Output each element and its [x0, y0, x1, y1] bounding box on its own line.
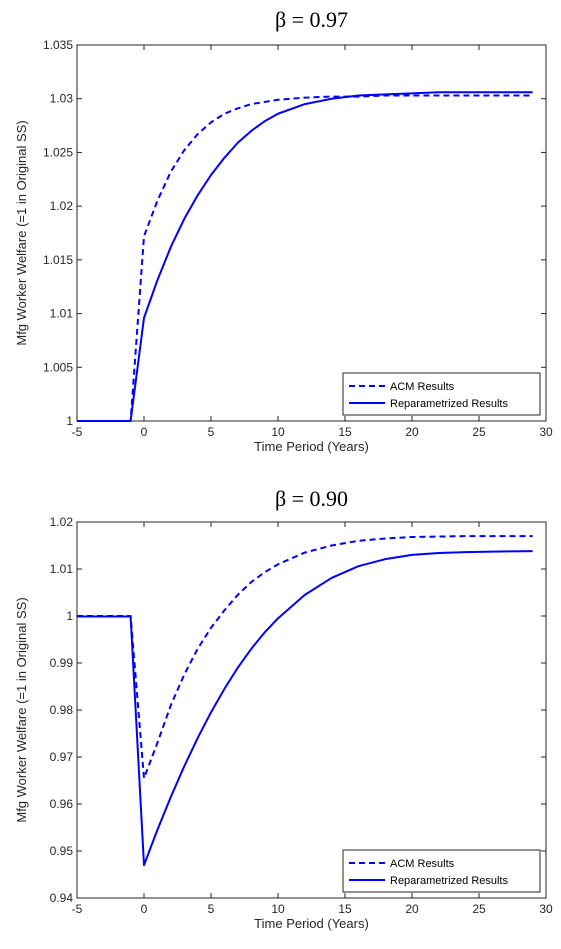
y-tick-label: 1.035 [43, 38, 73, 52]
x-axis-label: Time Period (Years) [254, 439, 369, 454]
y-axis-label: Mfg Worker Welfare (=1 in Original SS) [14, 597, 29, 822]
x-tick-label: 30 [539, 425, 553, 439]
x-tick-label: 15 [338, 425, 352, 439]
y-tick-label: 1.01 [50, 307, 74, 321]
chart-title: β = 0.90 [275, 486, 348, 511]
series-line-reparametrized [77, 91, 533, 422]
x-tick-label: -5 [72, 902, 83, 916]
x-tick-label: 30 [539, 902, 553, 916]
y-tick-label: 1.02 [50, 515, 74, 529]
legend-box [342, 372, 541, 416]
chart-2: β = 0.90 -5 0 5 10 15 20 25 30 0.94 0.95 0.96 0.97 0.… [14, 486, 553, 931]
x-tick-label: 5 [208, 902, 215, 916]
x-tick-label: -5 [72, 425, 83, 439]
legend-entry-label: Reparametrized Results [390, 398, 508, 410]
legend-entry-label: ACM Results [390, 858, 455, 870]
y-axis-label: Mfg Worker Welfare (=1 in Original SS) [14, 120, 29, 345]
y-tick-label: 0.96 [50, 797, 74, 811]
x-tick-label: 0 [141, 425, 148, 439]
y-tick-label: 1 [66, 609, 73, 623]
y-tick-label: 0.97 [50, 750, 74, 764]
plot-area-frame [76, 44, 547, 422]
x-axis-label: Time Period (Years) [254, 916, 369, 931]
y-tick-label: 1.01 [50, 562, 74, 576]
x-tick-label: 25 [472, 425, 486, 439]
y-tick-label: 0.94 [50, 891, 74, 905]
y-tick-label: 0.99 [50, 656, 74, 670]
y-tick-label: 1.02 [50, 199, 74, 213]
x-tick-label: 25 [472, 902, 486, 916]
x-tick-label: 20 [405, 902, 419, 916]
legend-entry-label: ACM Results [390, 381, 455, 393]
y-tick-label: 0.98 [50, 703, 74, 717]
series-line-reparametrized [77, 550, 533, 867]
legend-entry-label: Reparametrized Results [390, 875, 508, 887]
y-tick-label: 1.005 [43, 360, 73, 374]
x-tick-label: 15 [338, 902, 352, 916]
series-line-acm [77, 535, 533, 780]
y-tick-label: 1 [66, 414, 73, 428]
x-tick-label: 5 [208, 425, 215, 439]
x-tick-label: 0 [141, 902, 148, 916]
x-tick-label: 10 [271, 425, 285, 439]
legend-box [342, 849, 541, 893]
legend: ACM Results Reparametrized Results [342, 372, 541, 416]
x-tick-label: 10 [271, 902, 285, 916]
x-tick-label: 20 [405, 425, 419, 439]
chart-1: β = 0.97 -5 0 5 10 15 20 25 30 1 1.005 1.01 1.015 1.0… [14, 7, 553, 454]
y-tick-label: 0.95 [50, 844, 74, 858]
series-line-acm [77, 94, 533, 422]
y-tick-label: 1.015 [43, 253, 73, 267]
legend: ACM Results Reparametrized Results [342, 849, 541, 893]
chart-title: β = 0.97 [275, 7, 348, 32]
y-tick-label: 1.025 [43, 145, 73, 159]
plot-area-frame [76, 521, 547, 899]
y-tick-label: 1.03 [50, 92, 74, 106]
